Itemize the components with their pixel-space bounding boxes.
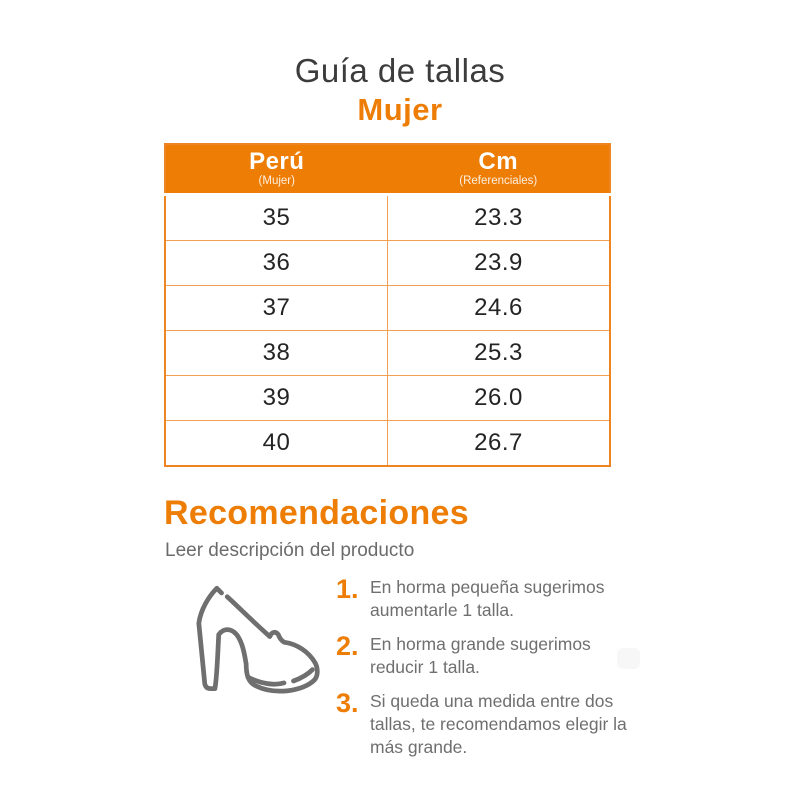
item-number: 3. [336,688,359,718]
title-block: Guía de tallas Mujer [0,52,800,128]
high-heel-shoe-icon [178,578,320,714]
item-number: 2. [336,631,359,661]
size-cell: 36 [164,240,388,286]
size-table-header: Perú (Mujer) Cm (Referenciales) [165,144,610,196]
page-subtitle-gender: Mujer [357,92,443,127]
table-row: 40 26.7 [164,420,611,467]
item-text: Si queda una medida entre dos tallas, te… [370,691,627,757]
table-row: 37 24.6 [164,285,611,331]
recommendations-block: Recomendaciones Leer descripción del pro… [164,494,469,562]
table-row: 39 26.0 [164,375,611,421]
column-sublabel: (Referenciales) [459,175,538,187]
item-text: En horma grande sugerimos reducir 1 tall… [370,634,591,677]
column-label: Perú [249,148,305,175]
size-table: Perú (Mujer) Cm (Referenciales) 35 23.3 … [164,143,611,467]
column-header-peru: Perú (Mujer) [165,144,388,196]
table-row: 36 23.9 [164,240,611,286]
page-title: Guía de tallas [294,52,506,89]
size-cell: 37 [164,285,388,331]
cm-cell: 26.7 [387,420,611,467]
cm-cell: 24.6 [387,285,611,331]
size-cell: 38 [164,330,388,376]
recommendations-list: 1. En horma pequeña sugerimos aumentarle… [336,576,658,770]
size-cell: 40 [164,420,388,467]
item-number: 1. [336,574,359,604]
list-item: 3. Si queda una medida entre dos tallas,… [336,690,658,759]
watermark-artifact [617,648,640,669]
table-row: 35 23.3 [164,194,611,241]
cm-cell: 25.3 [387,330,611,376]
size-cell: 39 [164,375,388,421]
cm-cell: 23.3 [387,194,611,241]
column-sublabel: (Mujer) [258,175,295,187]
column-label: Cm [478,148,519,175]
cm-cell: 23.9 [387,240,611,286]
cm-cell: 26.0 [387,375,611,421]
recommendations-title: Recomendaciones [164,494,469,532]
column-header-cm: Cm (Referenciales) [387,144,610,196]
list-item: 2. En horma grande sugerimos reducir 1 t… [336,633,658,679]
item-text: En horma pequeña sugerimos aumentarle 1 … [370,577,605,620]
recommendations-subtitle: Leer descripción del producto [165,540,415,561]
table-row: 38 25.3 [164,330,611,376]
list-item: 1. En horma pequeña sugerimos aumentarle… [336,576,658,622]
size-cell: 35 [164,194,388,241]
